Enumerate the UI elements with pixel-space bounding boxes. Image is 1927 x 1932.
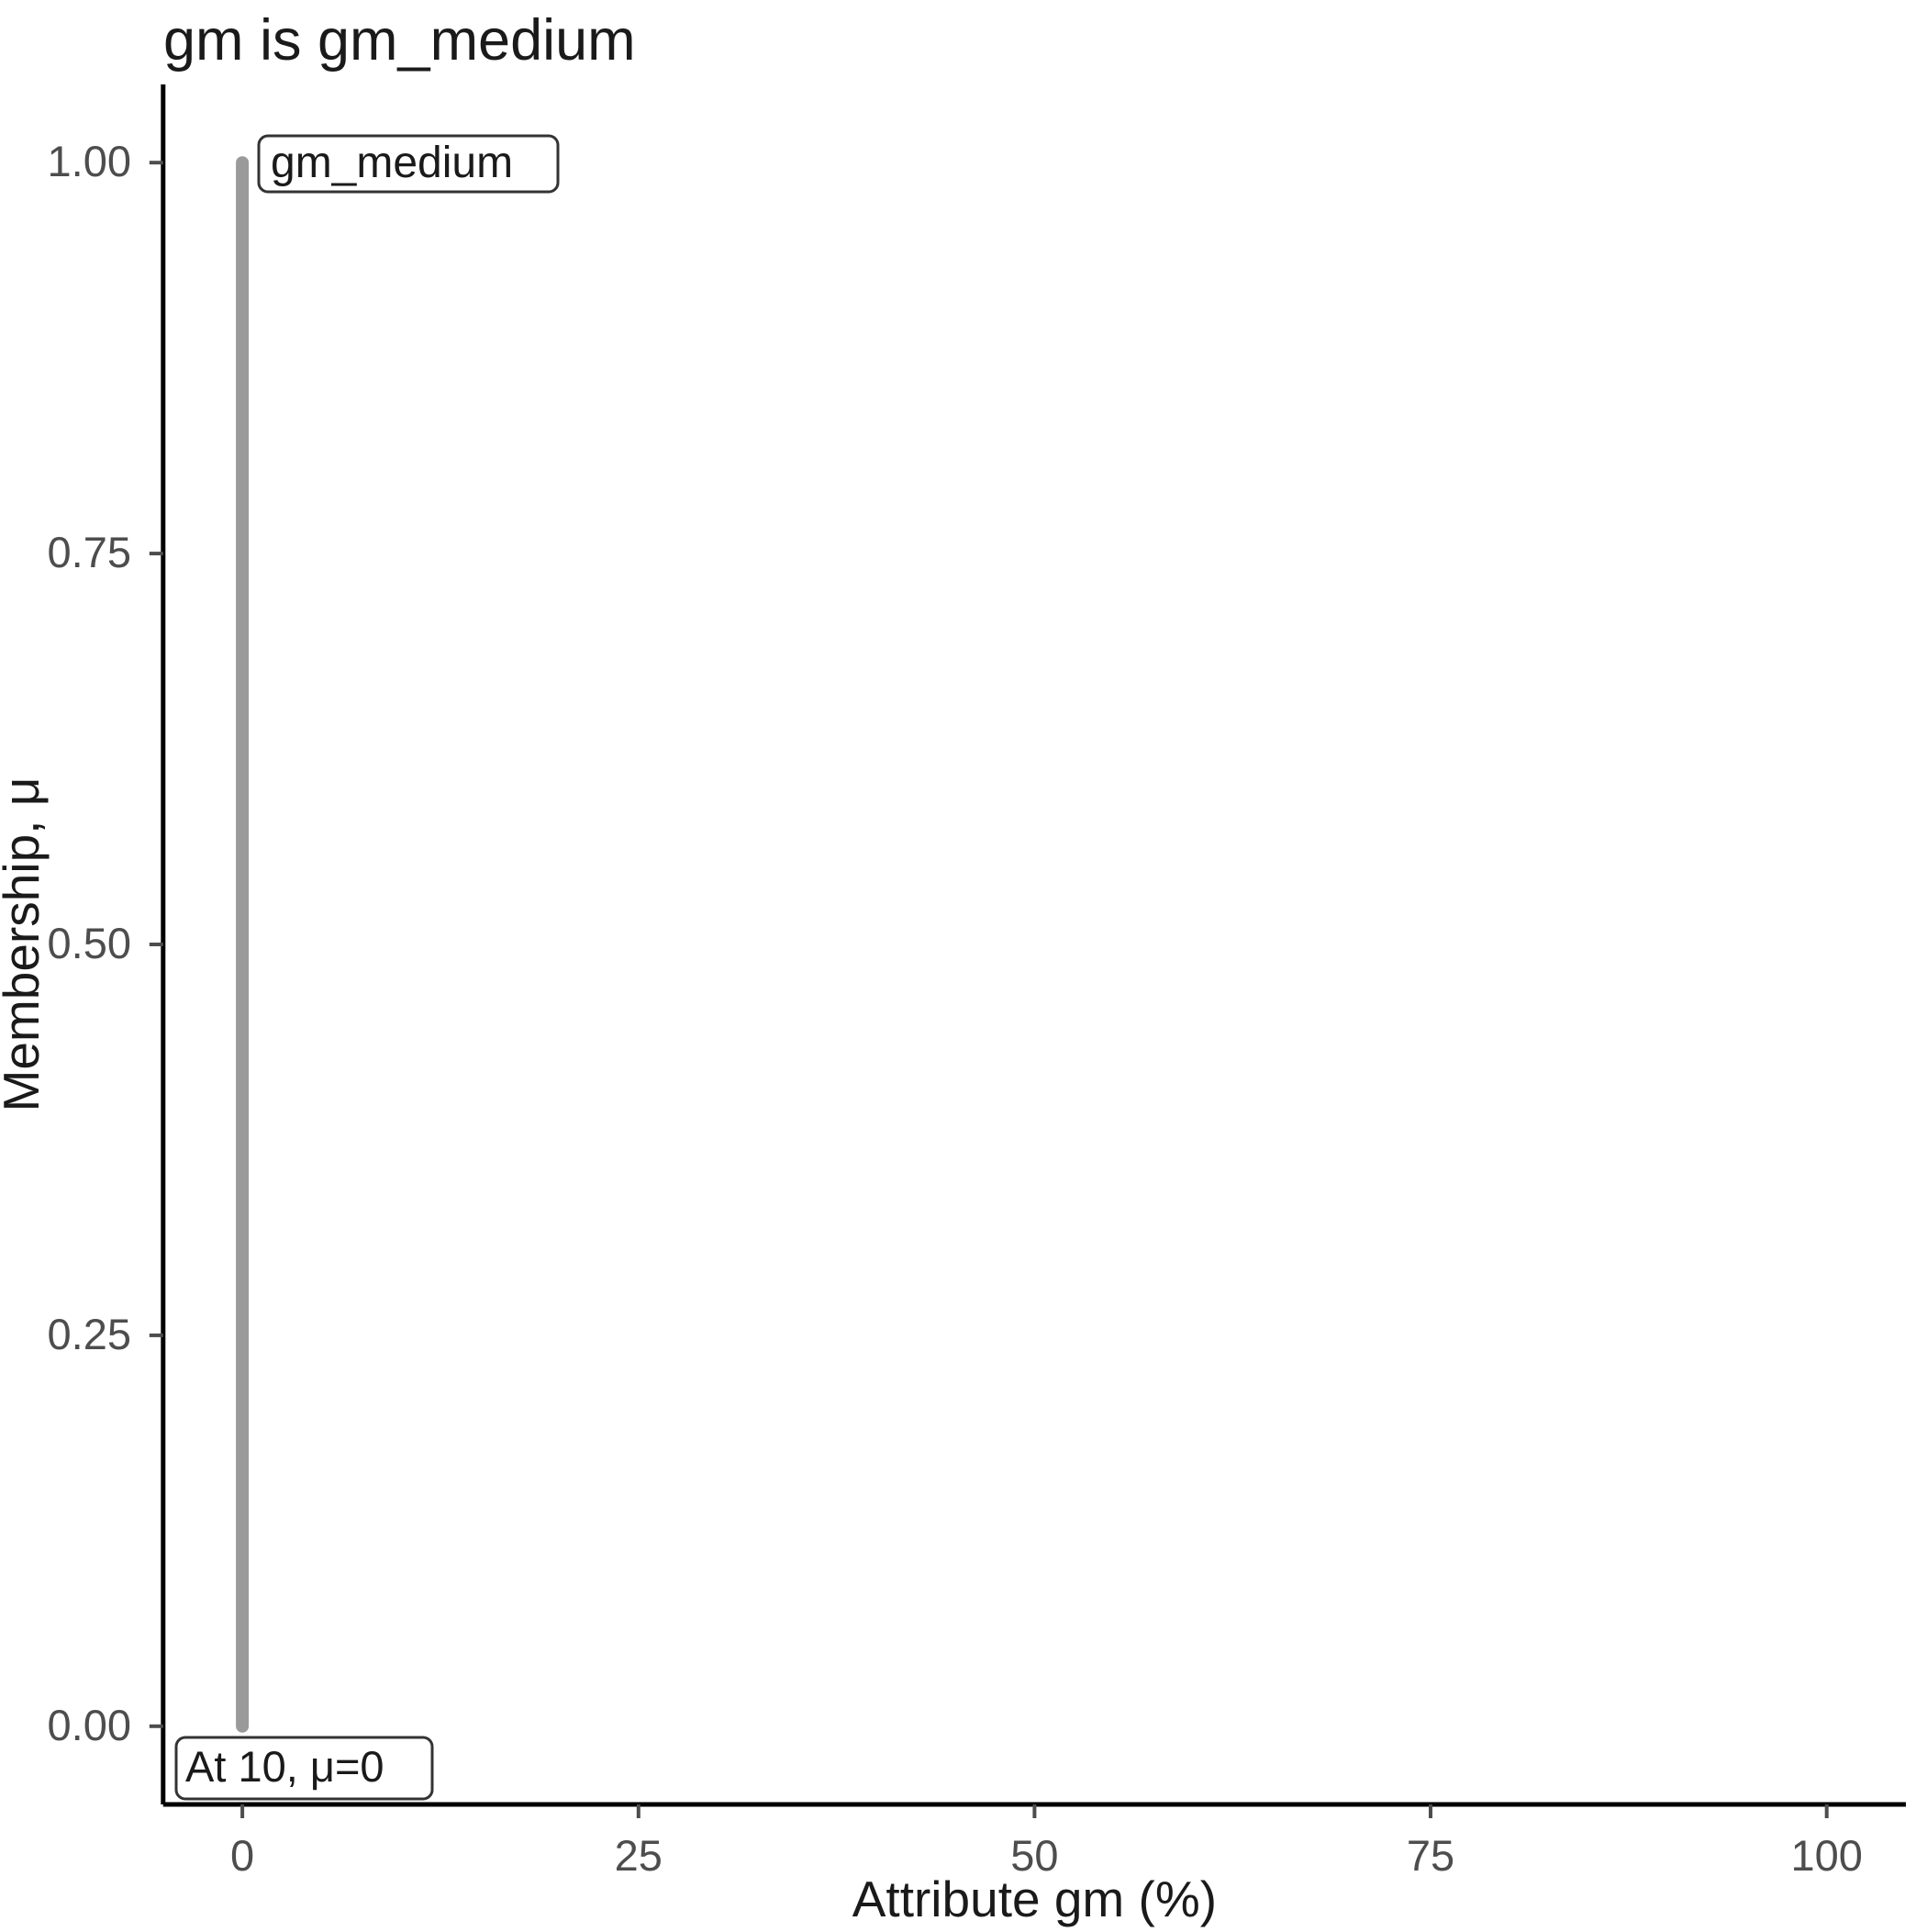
svg-text:At 10, μ=0: At 10, μ=0 (185, 1742, 384, 1791)
svg-text:0.00: 0.00 (48, 1701, 131, 1749)
svg-text:100: 100 (1790, 1831, 1862, 1880)
svg-text:0.25: 0.25 (48, 1310, 131, 1358)
svg-text:25: 25 (615, 1831, 663, 1880)
svg-text:gm_medium: gm_medium (271, 139, 513, 187)
svg-text:Membership, μ: Membership, μ (0, 777, 50, 1112)
svg-text:0.50: 0.50 (48, 919, 131, 967)
svg-text:0.75: 0.75 (48, 528, 131, 576)
svg-text:1.00: 1.00 (48, 137, 131, 185)
svg-text:Attribute gm (%): Attribute gm (%) (852, 1871, 1217, 1927)
svg-text:0: 0 (230, 1831, 254, 1880)
svg-text:gm is gm_medium: gm is gm_medium (163, 8, 636, 73)
svg-text:75: 75 (1407, 1831, 1454, 1880)
